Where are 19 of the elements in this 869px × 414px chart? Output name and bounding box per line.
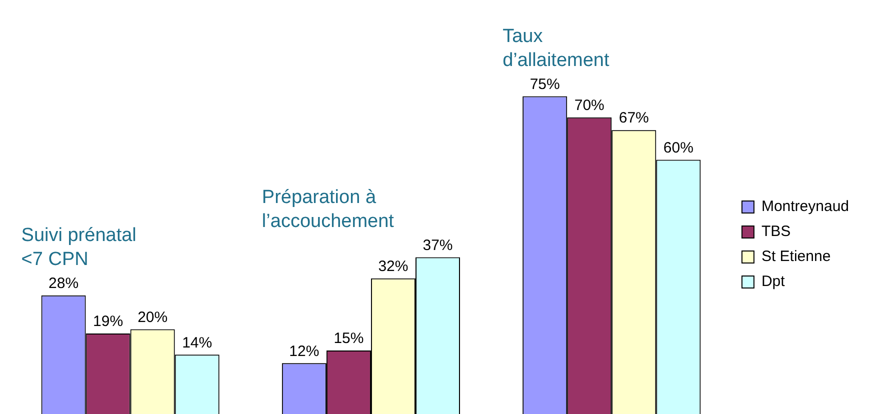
data-label: 70% [574, 97, 604, 114]
data-label: 15% [334, 330, 364, 348]
legend-label: Dpt [761, 273, 786, 290]
data-label: 12% [289, 342, 320, 360]
data-label: 37% [422, 236, 453, 254]
x-tick-label: Suivi prénatal <7 CPN [21, 225, 136, 270]
legend-label: Montreynaud [761, 198, 850, 216]
data-label: 20% [138, 308, 168, 326]
data-label: 60% [663, 139, 694, 156]
data-label: 32% [378, 258, 408, 276]
data-label: 19% [93, 313, 124, 330]
x-tick-label: Préparation à l’accouchement [262, 186, 395, 232]
x-tick-label: Taux d’allaitement [502, 26, 610, 71]
data-label: 14% [182, 334, 212, 352]
data-label: 75% [530, 76, 560, 93]
data-label: 67% [618, 110, 649, 127]
legend-label: TBS [761, 223, 791, 240]
legend-label: St Etienne [761, 248, 831, 266]
data-label: 28% [48, 274, 79, 292]
